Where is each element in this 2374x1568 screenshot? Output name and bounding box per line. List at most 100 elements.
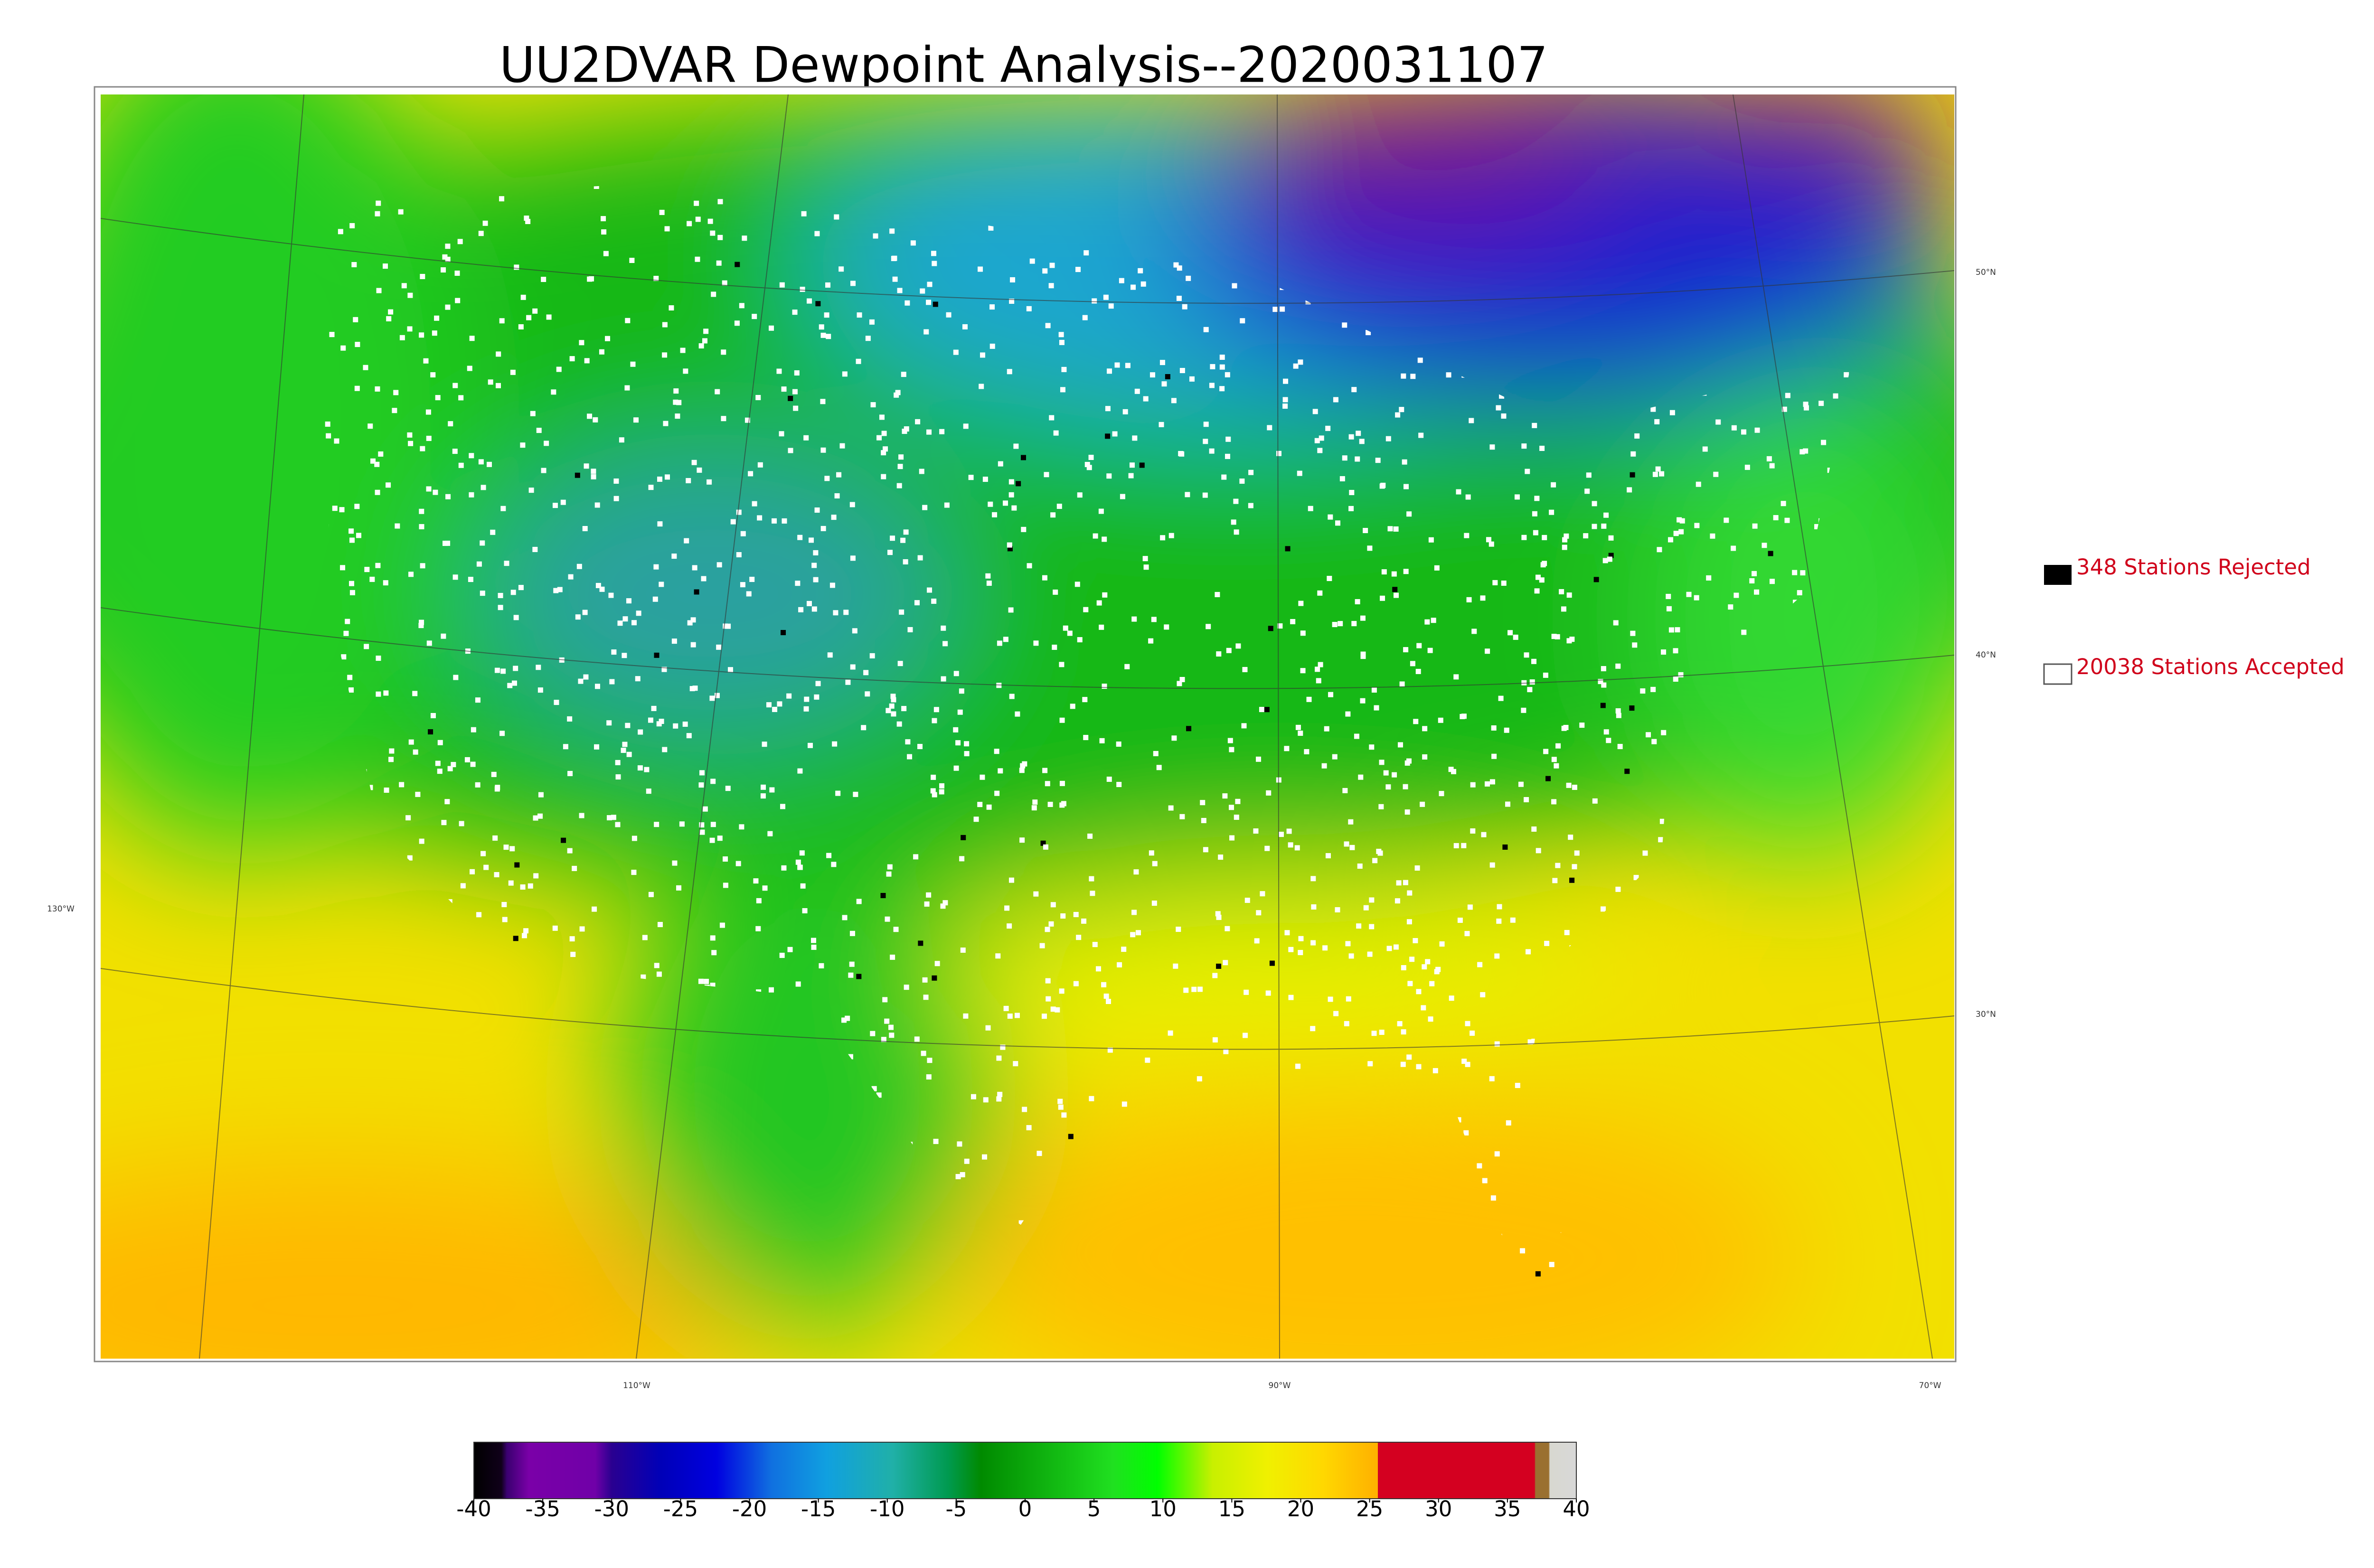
station — [1762, 543, 1767, 548]
station — [1768, 551, 1773, 556]
station — [1314, 438, 1320, 443]
station — [1431, 618, 1436, 623]
station — [845, 679, 851, 685]
station — [653, 564, 659, 570]
station — [1138, 268, 1143, 273]
station — [826, 334, 831, 339]
station — [1168, 805, 1174, 811]
station — [692, 685, 698, 691]
station — [1601, 666, 1606, 672]
station — [1369, 924, 1375, 930]
station — [850, 281, 856, 286]
station — [1601, 682, 1607, 688]
station — [1186, 275, 1191, 281]
station — [1572, 864, 1577, 870]
station — [1584, 488, 1590, 494]
station — [736, 509, 742, 515]
station — [622, 653, 627, 658]
station — [382, 263, 388, 269]
station — [1480, 595, 1486, 601]
station — [525, 219, 531, 225]
station — [657, 922, 663, 928]
lon-label: 70°W — [1919, 1381, 1941, 1390]
station — [1489, 1076, 1495, 1081]
station — [794, 370, 800, 376]
station — [721, 349, 726, 355]
station — [1403, 880, 1408, 885]
station — [1321, 763, 1327, 769]
station — [407, 292, 413, 298]
station — [504, 561, 509, 566]
station — [827, 652, 833, 658]
station — [888, 1024, 894, 1030]
station — [1165, 374, 1170, 380]
station — [1152, 861, 1158, 866]
station — [833, 610, 838, 616]
station — [1215, 911, 1221, 917]
station — [687, 620, 693, 626]
station — [897, 661, 903, 667]
station — [863, 670, 869, 676]
station — [1601, 906, 1606, 912]
station — [1240, 318, 1245, 324]
station — [960, 947, 966, 953]
station — [1288, 947, 1294, 952]
station — [1233, 498, 1239, 504]
station — [1103, 294, 1109, 300]
station — [710, 230, 716, 236]
station — [997, 640, 1002, 646]
station — [1617, 744, 1623, 750]
station — [1222, 793, 1228, 799]
station — [1706, 575, 1712, 581]
station — [1586, 472, 1592, 478]
station — [560, 499, 566, 505]
station — [831, 862, 837, 867]
station — [1702, 446, 1708, 452]
station — [1058, 332, 1064, 338]
station — [876, 435, 882, 441]
station — [631, 870, 637, 875]
station — [541, 277, 546, 282]
station — [1130, 932, 1136, 938]
station — [536, 665, 541, 670]
station — [349, 528, 354, 534]
station — [1371, 687, 1377, 693]
station — [1022, 761, 1027, 767]
station — [1818, 401, 1824, 406]
station — [1019, 837, 1025, 843]
station — [886, 871, 892, 877]
station — [1203, 422, 1209, 427]
station — [977, 802, 983, 807]
station — [1416, 643, 1422, 648]
station — [744, 417, 750, 423]
station — [1395, 412, 1401, 418]
station — [1461, 843, 1467, 848]
station — [626, 751, 632, 757]
station — [902, 429, 907, 434]
station — [690, 642, 696, 648]
station — [1206, 624, 1211, 629]
station — [886, 708, 891, 714]
station — [757, 515, 763, 521]
station — [903, 529, 909, 535]
station — [963, 423, 969, 429]
station — [1225, 436, 1231, 442]
station — [1253, 828, 1259, 834]
station — [1003, 500, 1008, 506]
station — [383, 690, 389, 696]
station — [1354, 733, 1359, 739]
station — [933, 1138, 939, 1144]
station — [1218, 854, 1224, 860]
station — [930, 788, 936, 794]
station — [1574, 850, 1580, 856]
station — [491, 771, 497, 777]
station — [1145, 1057, 1150, 1063]
colorbar-tick-label: -15 — [801, 1496, 836, 1521]
station — [656, 721, 662, 727]
station — [730, 519, 736, 525]
station — [820, 526, 826, 531]
station — [1470, 828, 1476, 834]
station — [957, 1141, 962, 1147]
station — [1394, 592, 1399, 598]
